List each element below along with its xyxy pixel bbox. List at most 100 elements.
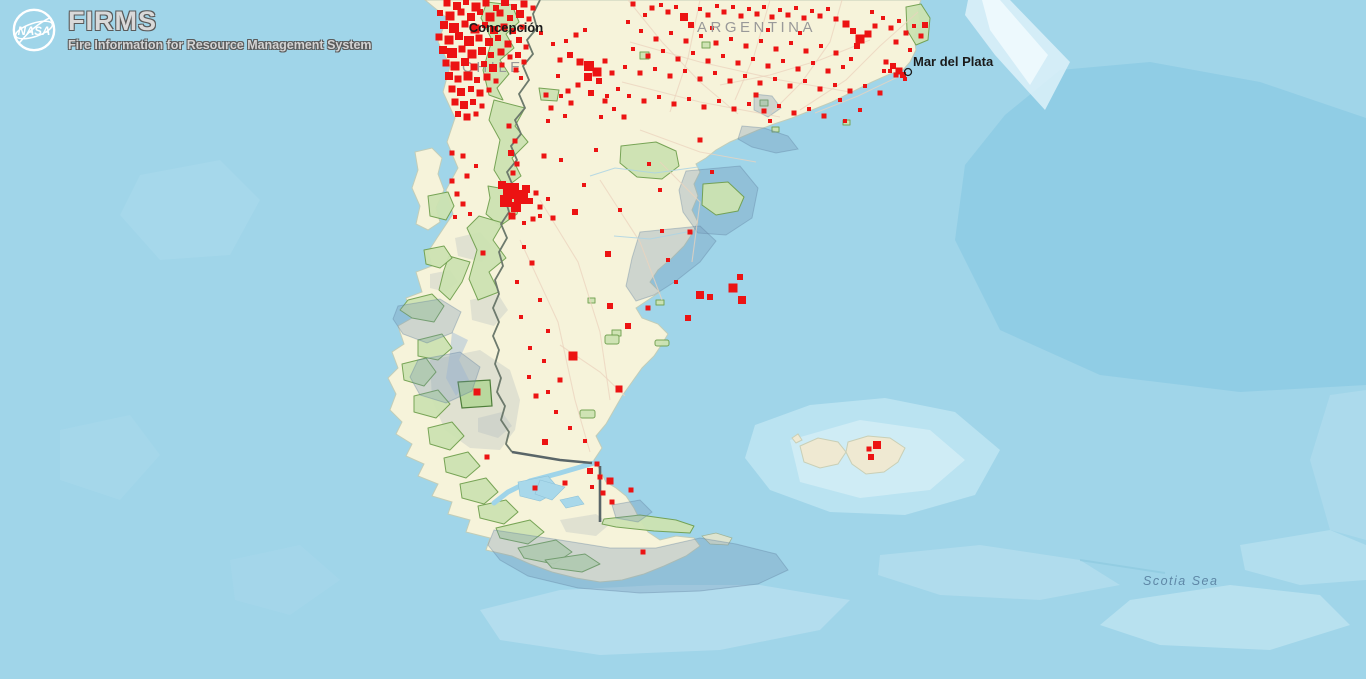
fire-dot[interactable] <box>470 99 476 105</box>
fire-dot[interactable] <box>567 52 573 58</box>
fire-dot[interactable] <box>450 61 460 71</box>
fire-dot[interactable] <box>849 57 853 61</box>
fire-dot[interactable] <box>841 65 845 69</box>
fire-dot[interactable] <box>616 87 620 91</box>
fire-dot[interactable] <box>507 15 513 21</box>
fire-dot[interactable] <box>499 62 505 68</box>
fire-dot[interactable] <box>512 138 518 144</box>
fire-dot[interactable] <box>602 98 608 104</box>
fire-dot[interactable] <box>453 215 457 219</box>
fire-dot[interactable] <box>526 16 532 22</box>
fire-dot[interactable] <box>556 74 560 78</box>
fire-dot[interactable] <box>653 67 657 71</box>
fire-dot[interactable] <box>759 39 763 43</box>
fire-dot[interactable] <box>791 110 797 116</box>
fire-dot[interactable] <box>530 5 536 11</box>
fire-dot[interactable] <box>568 100 574 106</box>
nasa-logo[interactable]: NASA <box>10 6 58 54</box>
fire-dot[interactable] <box>888 69 892 73</box>
fire-dot[interactable] <box>468 86 474 92</box>
fire-dot[interactable] <box>847 88 853 94</box>
fire-dot[interactable] <box>753 92 759 98</box>
fire-dot[interactable] <box>508 212 516 220</box>
fire-dot[interactable] <box>612 107 616 111</box>
fire-dot[interactable] <box>912 24 916 28</box>
fire-dot[interactable] <box>584 73 592 81</box>
fire-dot[interactable] <box>701 104 707 110</box>
fire-dot[interactable] <box>564 39 568 43</box>
fire-dot[interactable] <box>508 150 514 156</box>
fire-dot[interactable] <box>811 61 815 65</box>
fire-dot[interactable] <box>660 229 664 233</box>
fire-dot[interactable] <box>798 31 802 35</box>
fire-dot[interactable] <box>602 58 608 64</box>
fire-dot[interactable] <box>826 7 830 11</box>
fire-dot[interactable] <box>647 162 651 166</box>
fire-dot[interactable] <box>623 65 627 69</box>
fire-dot[interactable] <box>500 23 508 31</box>
fire-dot[interactable] <box>454 191 460 197</box>
fire-dot[interactable] <box>908 48 912 52</box>
fire-dot[interactable] <box>606 477 614 485</box>
fire-dot[interactable] <box>697 76 703 82</box>
fire-dot[interactable] <box>688 22 694 28</box>
fire-dot[interactable] <box>471 2 481 12</box>
fire-dot[interactable] <box>685 315 691 321</box>
fire-dot[interactable] <box>461 20 469 28</box>
fire-dot[interactable] <box>666 258 670 262</box>
fire-dot[interactable] <box>565 88 571 94</box>
fire-dot[interactable] <box>903 30 909 36</box>
fire-dot[interactable] <box>510 170 516 176</box>
fire-dot[interactable] <box>515 52 521 58</box>
fire-dot[interactable] <box>747 102 751 106</box>
fire-dot[interactable] <box>807 107 811 111</box>
fire-dot[interactable] <box>729 37 733 41</box>
fire-dot[interactable] <box>743 43 749 49</box>
fire-dot[interactable] <box>640 549 646 555</box>
fire-dot[interactable] <box>669 31 673 35</box>
fire-dot[interactable] <box>516 10 524 18</box>
fire-dot[interactable] <box>551 42 555 46</box>
fire-dot[interactable] <box>697 137 703 143</box>
fire-dot[interactable] <box>785 12 791 18</box>
fire-dot[interactable] <box>493 78 499 84</box>
fire-dot[interactable] <box>576 58 584 66</box>
fire-dot[interactable] <box>641 98 647 104</box>
fire-dot[interactable] <box>482 22 488 28</box>
fire-dot[interactable] <box>538 214 542 218</box>
fire-dot[interactable] <box>590 485 594 489</box>
fire-dot[interactable] <box>474 77 480 83</box>
fire-dot[interactable] <box>778 8 782 12</box>
fire-dot[interactable] <box>597 474 603 480</box>
fire-dot[interactable] <box>609 499 615 505</box>
fire-dot[interactable] <box>661 49 665 53</box>
fire-dot[interactable] <box>448 85 456 93</box>
fire-dot[interactable] <box>594 461 600 467</box>
fire-dot[interactable] <box>445 11 455 21</box>
fire-dot[interactable] <box>737 274 743 280</box>
fire-dot[interactable] <box>453 2 461 10</box>
fire-dot[interactable] <box>833 50 839 56</box>
fire-dot[interactable] <box>563 114 567 118</box>
fire-dot[interactable] <box>443 0 451 7</box>
fire-dot[interactable] <box>731 5 735 9</box>
fire-dot[interactable] <box>738 296 746 304</box>
fire-dot[interactable] <box>449 150 455 156</box>
fire-dot[interactable] <box>583 28 587 32</box>
fire-dot[interactable] <box>594 148 598 152</box>
fire-dot[interactable] <box>888 25 894 31</box>
fire-dot[interactable] <box>628 487 634 493</box>
fire-dot[interactable] <box>463 113 471 121</box>
fire-dot[interactable] <box>696 291 704 299</box>
fire-dot[interactable] <box>768 119 772 123</box>
fire-dot[interactable] <box>600 490 606 496</box>
fire-dot[interactable] <box>510 28 516 34</box>
fire-dot[interactable] <box>530 216 536 222</box>
fire-dot[interactable] <box>757 80 763 86</box>
fire-dot[interactable] <box>481 61 487 67</box>
fire-dot[interactable] <box>511 202 521 212</box>
fire-dot[interactable] <box>483 73 491 81</box>
fire-dot[interactable] <box>605 94 609 98</box>
fire-dot[interactable] <box>587 468 593 474</box>
fire-dot[interactable] <box>461 58 469 66</box>
